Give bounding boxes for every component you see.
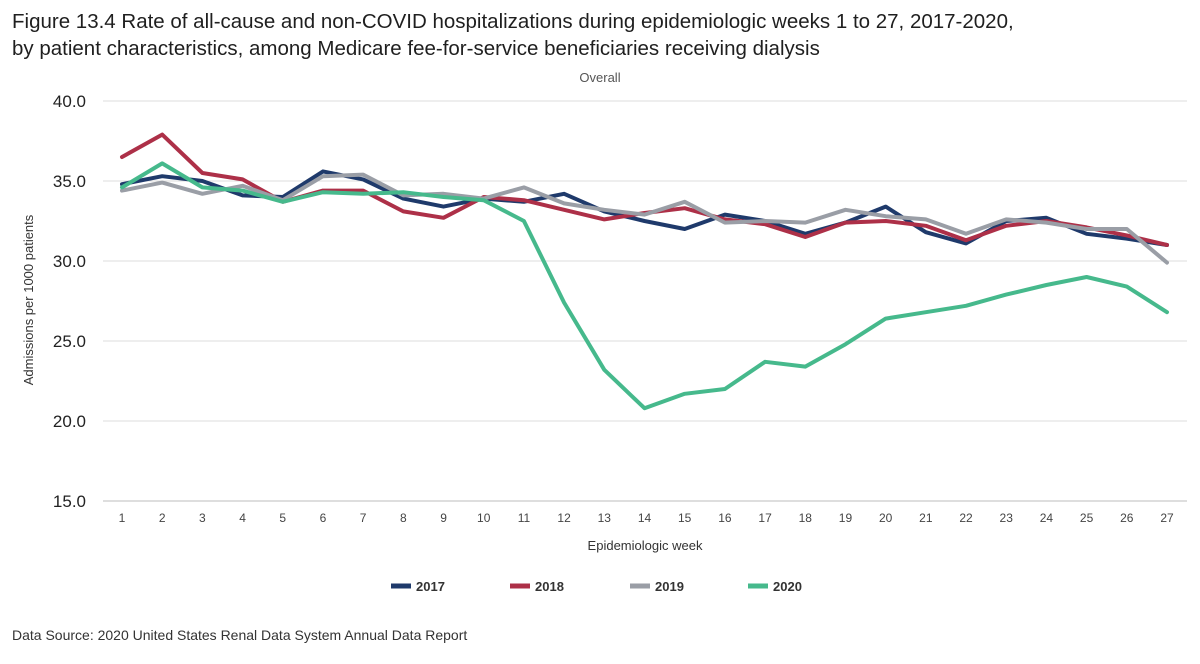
title-line-1: Figure 13.4 Rate of all-cause and non-CO… — [12, 10, 1014, 33]
x-tick-label: 23 — [1000, 511, 1014, 525]
x-tick-label: 24 — [1040, 511, 1054, 525]
legend-label-2018: 2018 — [535, 579, 564, 594]
y-axis-label: Admissions per 1000 patients — [21, 214, 36, 385]
y-tick-label: 25.0 — [53, 332, 86, 351]
x-tick-label: 1 — [119, 511, 126, 525]
x-tick-label: 20 — [879, 511, 893, 525]
y-axis-ticks: 15.0 20.0 25.0 30.0 35.0 40.0 — [53, 92, 86, 511]
chart-title: Figure 13.4 Rate of all-cause and non-CO… — [12, 8, 1014, 62]
chart-subtitle: Overall — [579, 70, 620, 85]
series-line-2019 — [120, 172, 1169, 265]
series-lines — [120, 132, 1169, 411]
x-tick-label: 5 — [279, 511, 286, 525]
x-tick-label: 11 — [518, 511, 531, 525]
y-tick-label: 30.0 — [53, 252, 86, 271]
x-axis-ticks: 1 2 3 4 5 6 7 8 9 10 11 12 13 14 15 16 17 18 19 20 21 22 23 24 2… — [119, 511, 1174, 525]
x-axis-label: Epidemiologic week — [588, 538, 703, 553]
x-tick-label: 2 — [159, 511, 166, 525]
legend-label-2019: 2019 — [655, 579, 684, 594]
x-tick-label: 26 — [1120, 511, 1134, 525]
x-tick-label: 6 — [320, 511, 327, 525]
x-tick-label: 4 — [239, 511, 246, 525]
x-tick-label: 10 — [477, 511, 491, 525]
x-tick-label: 3 — [199, 511, 206, 525]
series-line-2017 — [120, 169, 1169, 247]
x-tick-label: 19 — [839, 511, 853, 525]
x-tick-label: 18 — [799, 511, 813, 525]
x-tick-label: 14 — [638, 511, 652, 525]
gridlines — [103, 100, 1187, 502]
x-tick-label: 9 — [440, 511, 447, 525]
legend-label-2020: 2020 — [773, 579, 802, 594]
y-tick-label: 35.0 — [53, 172, 86, 191]
y-tick-label: 40.0 — [53, 92, 86, 111]
y-tick-label: 15.0 — [53, 492, 86, 511]
series-line-2018 — [120, 132, 1169, 247]
x-tick-label: 21 — [919, 511, 933, 525]
x-tick-label: 17 — [758, 511, 772, 525]
legend: 2017 2018 2019 2020 — [391, 579, 802, 594]
x-tick-label: 8 — [400, 511, 407, 525]
x-tick-label: 27 — [1160, 511, 1174, 525]
series-line-2020 — [120, 161, 1169, 411]
x-tick-label: 12 — [557, 511, 571, 525]
legend-label-2017: 2017 — [416, 579, 445, 594]
x-tick-label: 16 — [718, 511, 732, 525]
x-tick-label: 25 — [1080, 511, 1094, 525]
y-tick-label: 20.0 — [53, 412, 86, 431]
x-tick-label: 15 — [678, 511, 692, 525]
x-tick-label: 7 — [360, 511, 367, 525]
title-line-2: by patient characteristics, among Medica… — [12, 37, 820, 60]
x-tick-label: 13 — [598, 511, 612, 525]
data-source: Data Source: 2020 United States Renal Da… — [12, 627, 468, 643]
x-tick-label: 22 — [959, 511, 973, 525]
